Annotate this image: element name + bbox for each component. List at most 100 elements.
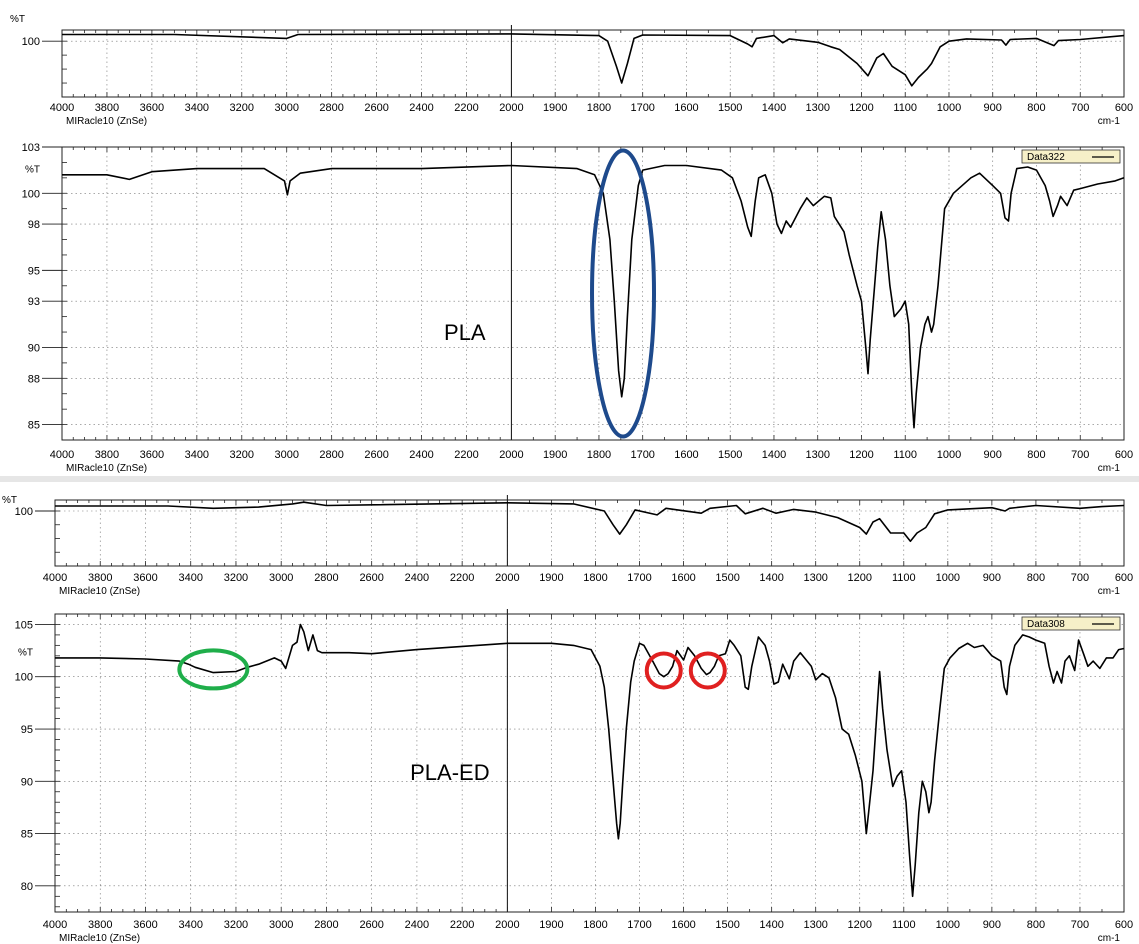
y-tick-label: 100 (22, 188, 40, 200)
x-tick-label: 1400 (759, 572, 783, 584)
x-tick-label: 3000 (269, 919, 293, 931)
instrument-label: MIRacle10 (ZnSe) (66, 463, 147, 474)
y-tick-label: 95 (21, 724, 33, 736)
x-tick-label: 4000 (50, 449, 74, 461)
sample-annotation: PLA (444, 320, 486, 345)
x-tick-label: 2200 (454, 102, 478, 114)
x-tick-label: 2400 (405, 572, 429, 584)
x-tick-label: 800 (1027, 572, 1045, 584)
x-tick-label: 800 (1027, 919, 1045, 931)
y-tick-label: 98 (28, 219, 40, 231)
x-tick-label: 3600 (140, 102, 164, 114)
x-tick-label: 3600 (133, 919, 157, 931)
plot-frame (54, 499, 1125, 567)
panel-4: 105 %T 100 95 90 85 80 4000 3800 3600 3400 3200 3000… (15, 609, 1133, 944)
legend-entry: Data322 (1027, 152, 1065, 163)
y-tick-label: 90 (21, 776, 33, 788)
x-tick-label: 1800 (587, 102, 611, 114)
series-line (55, 623, 1125, 898)
x-tick-label: 1900 (539, 572, 563, 584)
x-tick-label: 1300 (803, 919, 827, 931)
highlight-ellipse (590, 148, 657, 439)
x-tick-label: 1200 (848, 919, 872, 931)
y-tick-label: 93 (28, 296, 40, 308)
x-tick-label: 700 (1071, 572, 1089, 584)
x-tick-label: 3400 (178, 919, 202, 931)
panel-3: 100%T 4000 3800 3600 3400 3200 3000 2800 2600 240… (2, 495, 1133, 597)
y-tick-label: %T (25, 165, 40, 176)
x-tick-label: 1400 (762, 449, 786, 461)
panel-separator (0, 476, 1139, 482)
legend-box (1021, 616, 1121, 631)
y-tick-label: 80 (21, 881, 33, 893)
x-tick-label: 3200 (230, 102, 254, 114)
x-tick-label: 900 (983, 919, 1001, 931)
x-tick-label: 2600 (359, 919, 383, 931)
x-tick-label: 1900 (543, 102, 567, 114)
y-tick-label: %T (18, 648, 33, 659)
y-axis-title: %T (10, 14, 25, 25)
x-tick-label: 2000 (499, 449, 523, 461)
x-tick-label: 3200 (224, 572, 248, 584)
x-tick-label: 1100 (892, 919, 916, 931)
x-tick-label: 1000 (937, 449, 961, 461)
x-tick-label: 4000 (50, 102, 74, 114)
y-tick-label: 85 (28, 420, 40, 432)
x-tick-label: 1600 (671, 572, 695, 584)
x-tick-label: 2800 (319, 102, 343, 114)
x-tick-label: 2400 (405, 919, 429, 931)
x-tick-label: 3000 (274, 449, 298, 461)
y-tick-label: 100 (22, 36, 40, 48)
x-tick-label: 1400 (759, 919, 783, 931)
y-tick-label: 100 (15, 506, 33, 518)
x-tick-label: 2600 (359, 572, 383, 584)
x-axis-unit: cm-1 (1098, 933, 1121, 944)
highlight-circle (644, 651, 683, 690)
x-tick-label: 2600 (364, 449, 388, 461)
x-axis-unit: cm-1 (1098, 463, 1121, 474)
x-tick-label: 2200 (450, 919, 474, 931)
x-tick-label: 3800 (95, 102, 119, 114)
x-tick-label: 800 (1027, 102, 1045, 114)
x-tick-label: 2000 (499, 102, 523, 114)
series-line (62, 164, 1125, 429)
x-tick-label: 3800 (88, 919, 112, 931)
x-tick-label: 1800 (583, 919, 607, 931)
y-tick-label: 103 (22, 142, 40, 154)
x-tick-label: 1700 (627, 572, 651, 584)
x-tick-label: 1900 (539, 919, 563, 931)
x-tick-label: 600 (1115, 572, 1133, 584)
x-tick-label: 1600 (674, 449, 698, 461)
x-tick-label: 2800 (319, 449, 343, 461)
x-tick-label: 2000 (495, 919, 519, 931)
x-tick-label: 3200 (224, 919, 248, 931)
x-tick-label: 900 (984, 449, 1002, 461)
x-tick-label: 700 (1071, 102, 1089, 114)
x-tick-label: 1900 (543, 449, 567, 461)
x-tick-label: 1300 (805, 102, 829, 114)
x-tick-label: 2000 (495, 572, 519, 584)
x-tick-label: 1100 (893, 449, 917, 461)
y-tick-label: 100 (15, 672, 33, 684)
x-tick-label: 1500 (718, 449, 742, 461)
x-tick-label: 600 (1115, 449, 1133, 461)
x-tick-label: 1500 (718, 102, 742, 114)
x-tick-label: 3400 (185, 102, 209, 114)
x-tick-label: 1200 (849, 102, 873, 114)
x-tick-label: 1700 (630, 449, 654, 461)
series-line (55, 501, 1125, 543)
x-tick-label: 3400 (178, 572, 202, 584)
highlight-ellipse (177, 648, 250, 691)
x-tick-label: 1100 (893, 102, 917, 114)
sample-annotation: PLA-ED (410, 760, 489, 785)
instrument-label: MIRacle10 (ZnSe) (59, 586, 140, 597)
x-tick-label: 1300 (805, 449, 829, 461)
x-tick-label: 3200 (230, 449, 254, 461)
instrument-label: MIRacle10 (ZnSe) (59, 933, 140, 944)
x-tick-label: 3400 (185, 449, 209, 461)
x-tick-label: 1000 (936, 572, 960, 584)
x-tick-label: 3600 (133, 572, 157, 584)
x-tick-label: 1600 (674, 102, 698, 114)
x-tick-label: 1800 (583, 572, 607, 584)
plot-frame (61, 29, 1125, 98)
